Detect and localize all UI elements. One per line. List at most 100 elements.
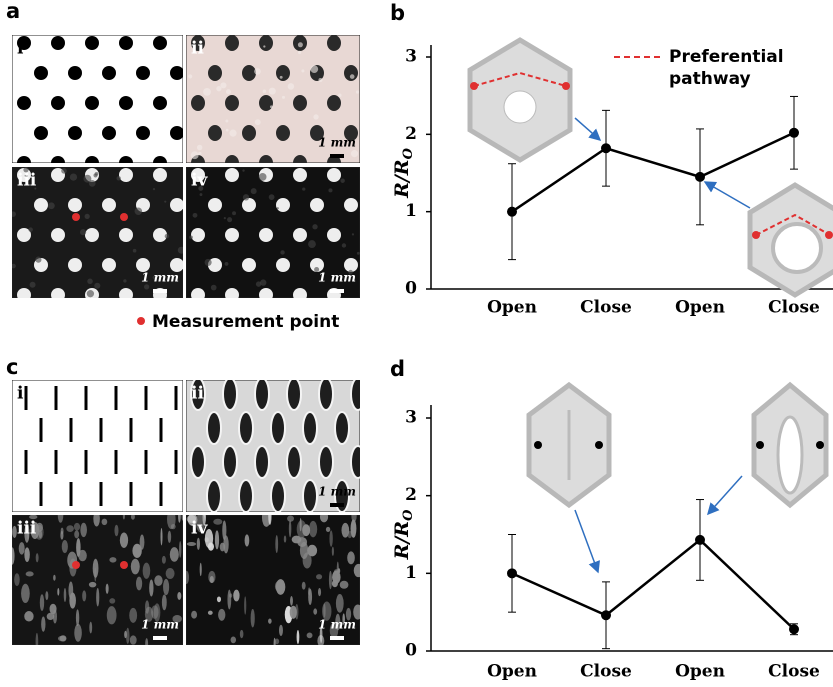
hole [223, 378, 237, 410]
texture [106, 584, 109, 594]
texture [298, 51, 301, 54]
dot [327, 228, 341, 242]
texture [297, 520, 307, 538]
image-label: iii [17, 519, 37, 539]
texture [143, 563, 151, 579]
texture [40, 594, 44, 611]
texture [191, 611, 197, 619]
x-tick-label: Close [768, 662, 820, 682]
texture [160, 528, 162, 545]
dot [293, 168, 307, 182]
texture [89, 582, 96, 588]
dot [170, 66, 184, 80]
texture [168, 531, 171, 543]
texture [225, 120, 228, 123]
texture [332, 580, 338, 587]
figure: a b c d iii1 mmiii1 mmiv1 mmiii1 mmiii1 … [0, 0, 833, 687]
texture [53, 575, 56, 581]
y-tick-label: 3 [405, 47, 417, 67]
texture [302, 582, 306, 590]
texture [318, 588, 321, 596]
image [186, 35, 392, 171]
point [507, 207, 517, 217]
texture [188, 74, 192, 78]
texture [302, 187, 305, 190]
texture [229, 130, 236, 137]
insets [470, 40, 833, 295]
dot [293, 288, 307, 302]
x-tick-label: Close [580, 662, 632, 682]
y-tick-label: 0 [405, 279, 417, 299]
texture [225, 262, 229, 266]
dot [361, 288, 375, 302]
scale-bar-label: 1 mm [318, 485, 356, 499]
hole [223, 446, 237, 478]
texture [275, 639, 279, 645]
texture [164, 201, 166, 203]
texture [205, 259, 212, 266]
texture [329, 530, 332, 546]
texture [277, 207, 279, 209]
dot [208, 125, 222, 141]
measurement-point [120, 561, 128, 569]
texture [170, 547, 179, 562]
texture [76, 609, 79, 626]
dot [310, 198, 324, 212]
texture [123, 279, 126, 282]
texture [61, 168, 67, 174]
texture [243, 194, 249, 200]
image-label: iv [191, 171, 208, 191]
dot [208, 65, 222, 81]
dot [208, 198, 222, 212]
texture [203, 88, 211, 96]
texture [10, 547, 15, 564]
texture [251, 609, 255, 628]
point [789, 624, 799, 634]
texture [144, 284, 149, 289]
dot [34, 198, 48, 212]
texture [93, 173, 97, 177]
texture [96, 588, 99, 607]
texture [14, 573, 20, 586]
dot [259, 95, 273, 111]
texture [298, 42, 303, 47]
hole [303, 412, 317, 444]
texture [275, 535, 278, 553]
texture [240, 630, 244, 638]
texture [342, 243, 346, 247]
dot [361, 155, 375, 171]
measurement-legend: Measurement point [152, 312, 339, 332]
hole [271, 480, 285, 512]
texture [26, 571, 34, 576]
texture [193, 213, 198, 218]
inset-hole [778, 417, 802, 493]
dot [119, 96, 133, 110]
dot [225, 168, 239, 182]
image-label: i [17, 384, 24, 404]
texture [149, 580, 153, 597]
dot [276, 65, 290, 81]
hole [239, 480, 253, 512]
texture [269, 88, 276, 95]
dot [361, 168, 375, 182]
texture [68, 581, 73, 599]
texture [62, 540, 68, 553]
dot [136, 126, 150, 140]
y-axis-label: R/RO [391, 147, 416, 199]
texture [19, 542, 25, 555]
texture [329, 571, 332, 589]
dot [259, 288, 273, 302]
texture [131, 559, 140, 575]
texture [21, 584, 30, 603]
texture [226, 129, 229, 132]
texture [347, 551, 355, 564]
texture [28, 227, 32, 231]
hole [255, 446, 269, 478]
texture [163, 579, 169, 595]
texture [41, 617, 45, 632]
y-tick-label: 3 [405, 408, 417, 428]
pathway-end [534, 441, 542, 449]
x-tick-label: Close [580, 298, 632, 318]
texture [320, 512, 328, 523]
